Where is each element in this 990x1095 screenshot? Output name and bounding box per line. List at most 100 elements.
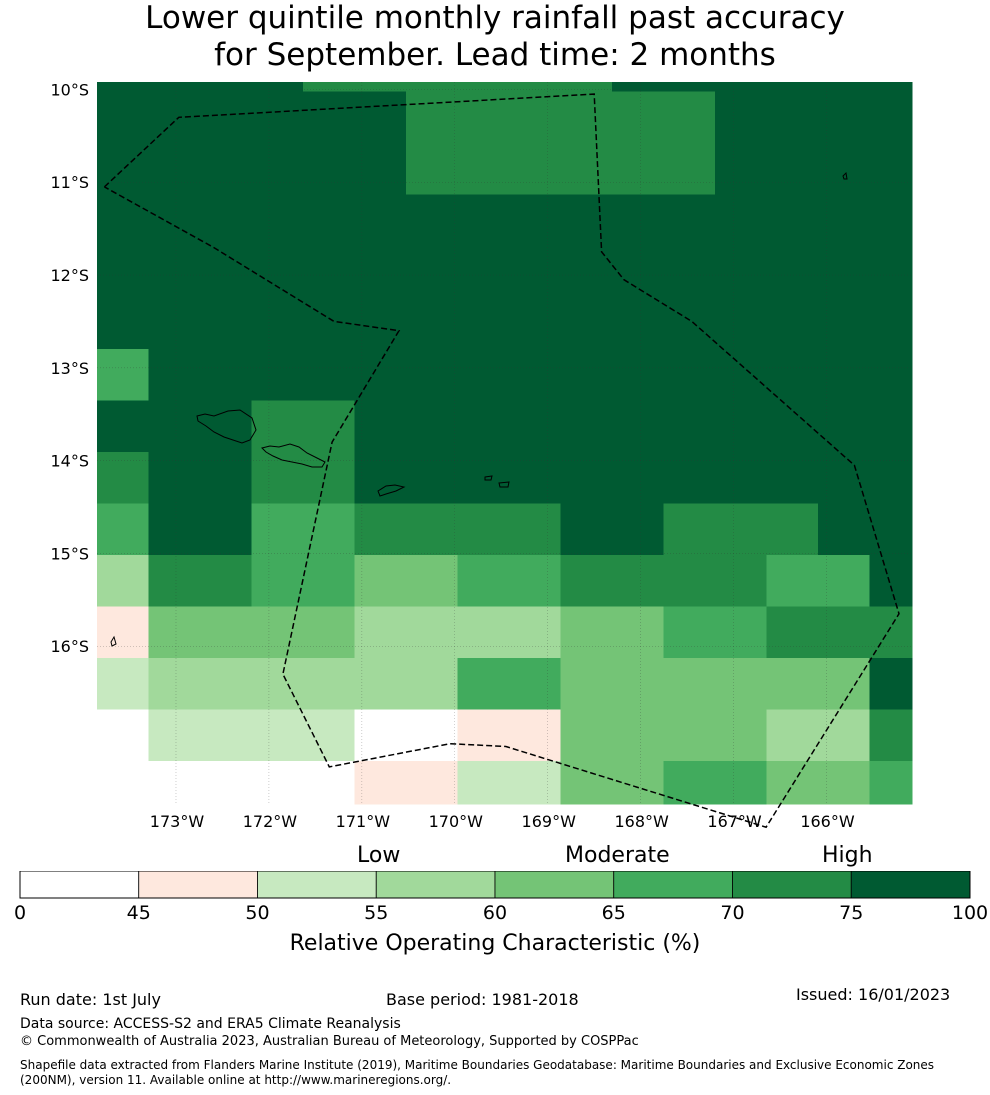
grid-cell [97,297,149,350]
run-date: Run date: 1st July [20,990,161,1009]
grid-cell [663,658,716,710]
grid-cell [818,555,870,607]
grid-cell [148,297,201,350]
grid-cell [354,555,407,607]
grid-cell [612,658,664,710]
grid-cell [251,349,304,401]
grid-cell [818,194,870,247]
grid-cell [303,555,355,607]
grid-cell [663,452,716,504]
grid-cell [663,503,716,556]
colorbar-tick: 50 [245,902,270,924]
grid-cell [148,400,201,453]
title-line-2: for September. Lead time: 2 months [214,37,776,73]
grid-cell [457,82,510,92]
island-tutuila [377,484,406,497]
category-moderate: Moderate [565,843,670,868]
grid-cell [766,82,819,92]
grid-cell [715,82,767,92]
grid-cell [715,194,767,247]
grid-cell [663,143,716,195]
grid-cell [200,400,252,453]
grid-cell [560,452,613,504]
grid-cell [97,709,149,762]
grid-cell [457,297,510,350]
grid-cell [715,452,767,504]
grid-cell [612,91,664,144]
grid-cell [612,709,664,762]
colorbar-tick: 0 [13,902,27,924]
grid-cell [612,82,664,92]
grid-cell [612,452,664,504]
grid-cell [406,555,458,607]
lon-tick-label: 169°W [522,812,577,831]
island-wallis [110,635,117,647]
lon-tick-label: 170°W [429,812,484,831]
grid-cell [406,761,458,805]
grid-cell [560,297,613,350]
grid-cell [406,400,458,453]
island-outlines [110,171,848,647]
copyright: © Commonwealth of Australia 2023, Austra… [20,1034,639,1049]
grid-cell [406,658,458,710]
grid-cell [818,82,870,92]
grid-cell [663,709,716,762]
grid-cell [303,194,355,247]
colorbar-label: Relative Operating Characteristic (%) [289,931,701,956]
grid-cell [406,82,458,92]
grid-cell [406,297,458,350]
grid-cell [869,606,913,659]
grid-cell [663,400,716,453]
grid-cell [251,555,304,607]
grid-cell [766,761,819,805]
grid-cell [612,555,664,607]
grid-cell [663,246,716,298]
lat-tick-label: 12°S [50,266,89,285]
lat-tick-label: 11°S [50,173,89,192]
grid-cell [457,658,510,710]
grid-cell [406,349,458,401]
grid-cell [560,349,613,401]
grid-cell [612,761,664,805]
grid-cell [457,194,510,247]
grid-cell [818,349,870,401]
grid-cell [509,555,561,607]
grid-cell [200,143,252,195]
grid-cell [354,709,407,762]
grid-cell [354,91,407,144]
accuracy-grid [97,82,913,805]
grid-cell [869,246,913,298]
lon-tick-label: 172°W [243,812,298,831]
grid-cell [97,82,149,92]
grid-cell [818,452,870,504]
grid-cell [406,91,458,144]
colorbar-segment [613,871,733,899]
grid-cell [251,761,304,805]
latitude-labels: 10°S 11°S 12°S 13°S 14°S 15°S 16°S [50,80,89,656]
grid-cell [354,82,407,92]
grid-cell [303,349,355,401]
grid-cell [612,143,664,195]
grid-cell [406,194,458,247]
grid-cell [354,143,407,195]
colorbar-segment [19,871,140,899]
grid-cell [148,709,201,762]
grid-cell [457,400,510,453]
grid-cell [869,555,913,607]
lon-tick-label: 168°W [614,812,669,831]
data-source: Data source: ACCESS-S2 and ERA5 Climate … [20,1016,401,1032]
grid-cell [251,503,304,556]
grid-cell [715,555,767,607]
grid-cell [457,143,510,195]
grid-cell [663,555,716,607]
grid-cell [251,143,304,195]
grid-cell [560,82,613,92]
grid-cell [715,246,767,298]
grid-cell [560,503,613,556]
grid-cell [354,503,407,556]
grid-cell [663,82,716,92]
shapefile-credit: Shapefile data extracted from Flanders M… [20,1058,935,1087]
grid-cell [200,82,252,92]
grid-cell [818,143,870,195]
grid-cell [560,761,613,805]
